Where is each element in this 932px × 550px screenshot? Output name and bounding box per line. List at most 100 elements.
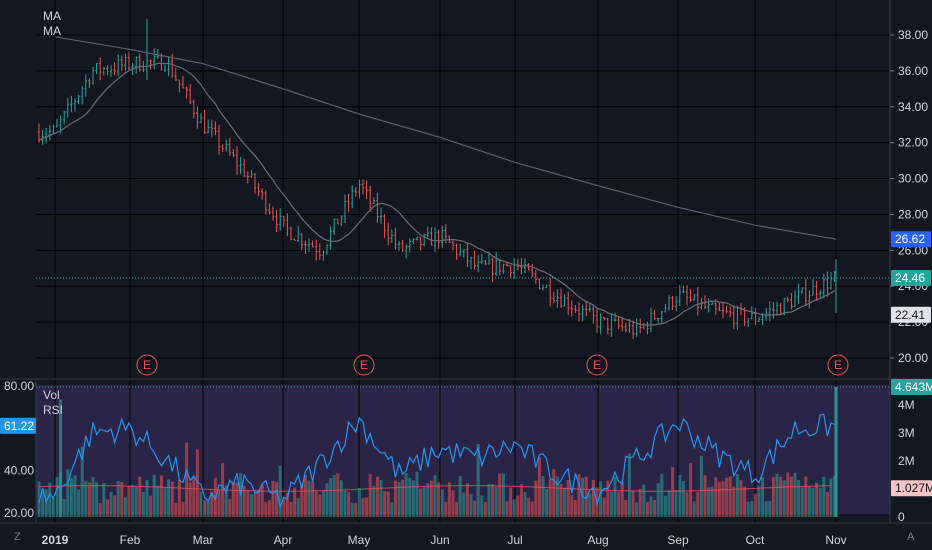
- volume-bar: [397, 482, 401, 517]
- volume-bar: [512, 499, 516, 517]
- volume-bar: [465, 483, 469, 517]
- volume-bar: [480, 495, 484, 517]
- volume-bar: [368, 474, 372, 517]
- volume-bar: [674, 489, 678, 517]
- volume-bar: [375, 476, 379, 517]
- price-tick-label: 28.00: [898, 207, 928, 221]
- time-tick-label: Mar: [193, 533, 214, 547]
- earnings-label: E: [360, 358, 368, 372]
- volume-bar: [779, 476, 783, 517]
- volume-bar: [37, 481, 41, 517]
- volume-bar: [419, 488, 423, 517]
- rsi-line: [38, 413, 835, 510]
- volume-legend[interactable]: Vol: [43, 388, 60, 402]
- earnings-icon: [136, 354, 158, 376]
- volume-bar: [134, 486, 138, 517]
- volume-bar: [69, 477, 73, 517]
- price-tick-label: 34.00: [898, 100, 928, 114]
- volume-bar: [289, 502, 293, 517]
- auto-scale-icon[interactable]: A: [907, 531, 915, 543]
- volume-bar: [570, 494, 574, 517]
- ma-fast-badge: 22.41: [895, 308, 925, 322]
- volume-bar: [555, 476, 559, 517]
- volume-bar: [714, 477, 718, 517]
- volume-bar: [105, 499, 109, 517]
- ma-legend-1[interactable]: MA: [43, 9, 61, 23]
- volume-bar: [717, 481, 721, 517]
- volume-bar: [743, 486, 747, 517]
- volume-bar: [599, 481, 603, 517]
- volume-bar: [422, 487, 426, 517]
- volume-bar: [797, 479, 801, 517]
- time-tick-label: May: [348, 533, 371, 547]
- volume-bar: [138, 476, 142, 517]
- zoom-icon[interactable]: Z: [14, 531, 21, 543]
- volume-badge-bg: [891, 378, 932, 395]
- volume-bar: [638, 488, 642, 517]
- indicator-lines: [36, 36, 890, 510]
- volume-bar: [48, 482, 52, 517]
- volume-bar: [404, 473, 408, 517]
- volume-bar: [519, 484, 523, 517]
- volume-bar: [494, 487, 498, 517]
- volume-bar: [440, 489, 444, 517]
- volume-bar: [573, 500, 577, 517]
- volume-bar: [246, 490, 250, 517]
- volume-bar: [174, 502, 178, 517]
- volume-bar: [185, 442, 189, 517]
- volume-bar: [476, 443, 480, 517]
- volume-bar: [653, 499, 657, 517]
- volume-bar: [228, 498, 232, 517]
- time-tick-label: Jun: [430, 533, 449, 547]
- volume-bar: [285, 492, 289, 517]
- volume-bar: [584, 476, 588, 517]
- ma-slow-line: [54, 36, 837, 240]
- volume-bar: [483, 501, 487, 517]
- volume-bar: [656, 483, 660, 517]
- volume-bar: [789, 476, 793, 517]
- volume-bar: [386, 491, 390, 517]
- volume-bar: [354, 502, 358, 517]
- volume-bar: [667, 490, 671, 517]
- volume-bar: [415, 471, 419, 517]
- volume-bar: [735, 474, 739, 517]
- volume-bar: [631, 490, 635, 517]
- volume-bar: [329, 477, 333, 517]
- time-axis[interactable]: 2019 Feb Mar Apr May Jun Jul Aug Sep Oct Nov: [42, 533, 847, 547]
- volume-bar: [120, 482, 124, 517]
- volume-bar: [588, 492, 592, 517]
- rsi-legend[interactable]: RSI: [43, 403, 64, 417]
- volume-bar: [408, 477, 412, 517]
- volume-bar: [307, 480, 311, 517]
- volume-bar: [163, 488, 167, 517]
- rsi-badge-bg: [0, 417, 36, 434]
- volume-bar: [699, 455, 703, 517]
- ma-slow-badge-bg: [891, 231, 931, 248]
- volume-bar: [332, 474, 336, 517]
- volume-bar: [141, 491, 145, 517]
- volume-bar: [224, 485, 228, 517]
- volume-bar: [303, 474, 307, 517]
- volume-bar: [491, 484, 495, 517]
- volume-bar: [300, 483, 304, 517]
- ma-legend-2[interactable]: MA: [43, 24, 61, 38]
- time-tick-label: Aug: [587, 533, 608, 547]
- volume-bar: [275, 482, 279, 517]
- volume-bar: [818, 487, 822, 517]
- volume-ma-badge: 1.027M: [895, 481, 932, 495]
- time-tick-label: Feb: [120, 533, 141, 547]
- volume-bar: [462, 492, 466, 517]
- volume-bar: [710, 486, 714, 517]
- price-tick-label: 38.00: [898, 28, 928, 42]
- volume-bar: [217, 490, 221, 517]
- volume-bars: [37, 386, 838, 517]
- volume-bar: [768, 501, 772, 517]
- volume-bar: [206, 500, 210, 517]
- volume-bar: [347, 491, 351, 517]
- volume-bar: [552, 469, 556, 517]
- price-tick-label: 36.00: [898, 64, 928, 78]
- volume-bar: [606, 480, 610, 517]
- last-price-badge-bg: [891, 269, 931, 286]
